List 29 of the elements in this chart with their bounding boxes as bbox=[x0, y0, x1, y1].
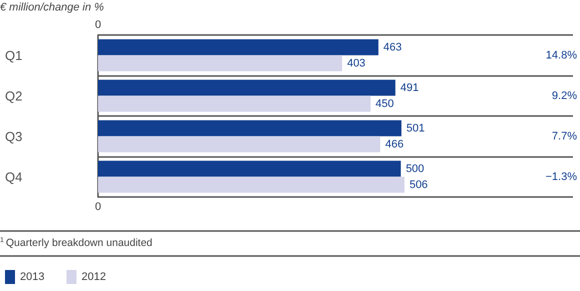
data-label: 450 bbox=[376, 98, 394, 110]
text: 7.7% bbox=[552, 130, 578, 142]
bar bbox=[98, 160, 401, 177]
y-tick-label: Q4 bbox=[5, 169, 22, 184]
data-label: 500 bbox=[406, 162, 424, 175]
data-label: 466 bbox=[385, 138, 404, 150]
bar bbox=[98, 80, 396, 96]
bar bbox=[98, 96, 371, 112]
text: 14.8% bbox=[546, 49, 578, 62]
bar bbox=[98, 39, 378, 56]
text: 0 bbox=[94, 201, 102, 213]
text: −1.3% bbox=[546, 170, 578, 183]
bar bbox=[98, 136, 380, 152]
y-tick-label: Q3 bbox=[5, 128, 22, 144]
data-label: 491 bbox=[400, 82, 419, 94]
text: 0 bbox=[94, 19, 102, 31]
data-label: 463 bbox=[383, 41, 402, 54]
bar bbox=[98, 55, 342, 72]
bar bbox=[98, 176, 404, 193]
data-label: 506 bbox=[409, 178, 428, 191]
legend-label: 2013 bbox=[20, 271, 44, 283]
bar bbox=[98, 120, 402, 136]
y-tick-label: Q2 bbox=[5, 88, 22, 104]
data-label: 501 bbox=[406, 122, 425, 134]
y-axis-title: € million/change in % bbox=[0, 2, 104, 14]
legend-label: 2012 bbox=[81, 271, 106, 283]
y-tick-label: Q1 bbox=[5, 48, 22, 63]
data-label: 403 bbox=[347, 57, 366, 70]
text: 9.2% bbox=[552, 90, 578, 102]
